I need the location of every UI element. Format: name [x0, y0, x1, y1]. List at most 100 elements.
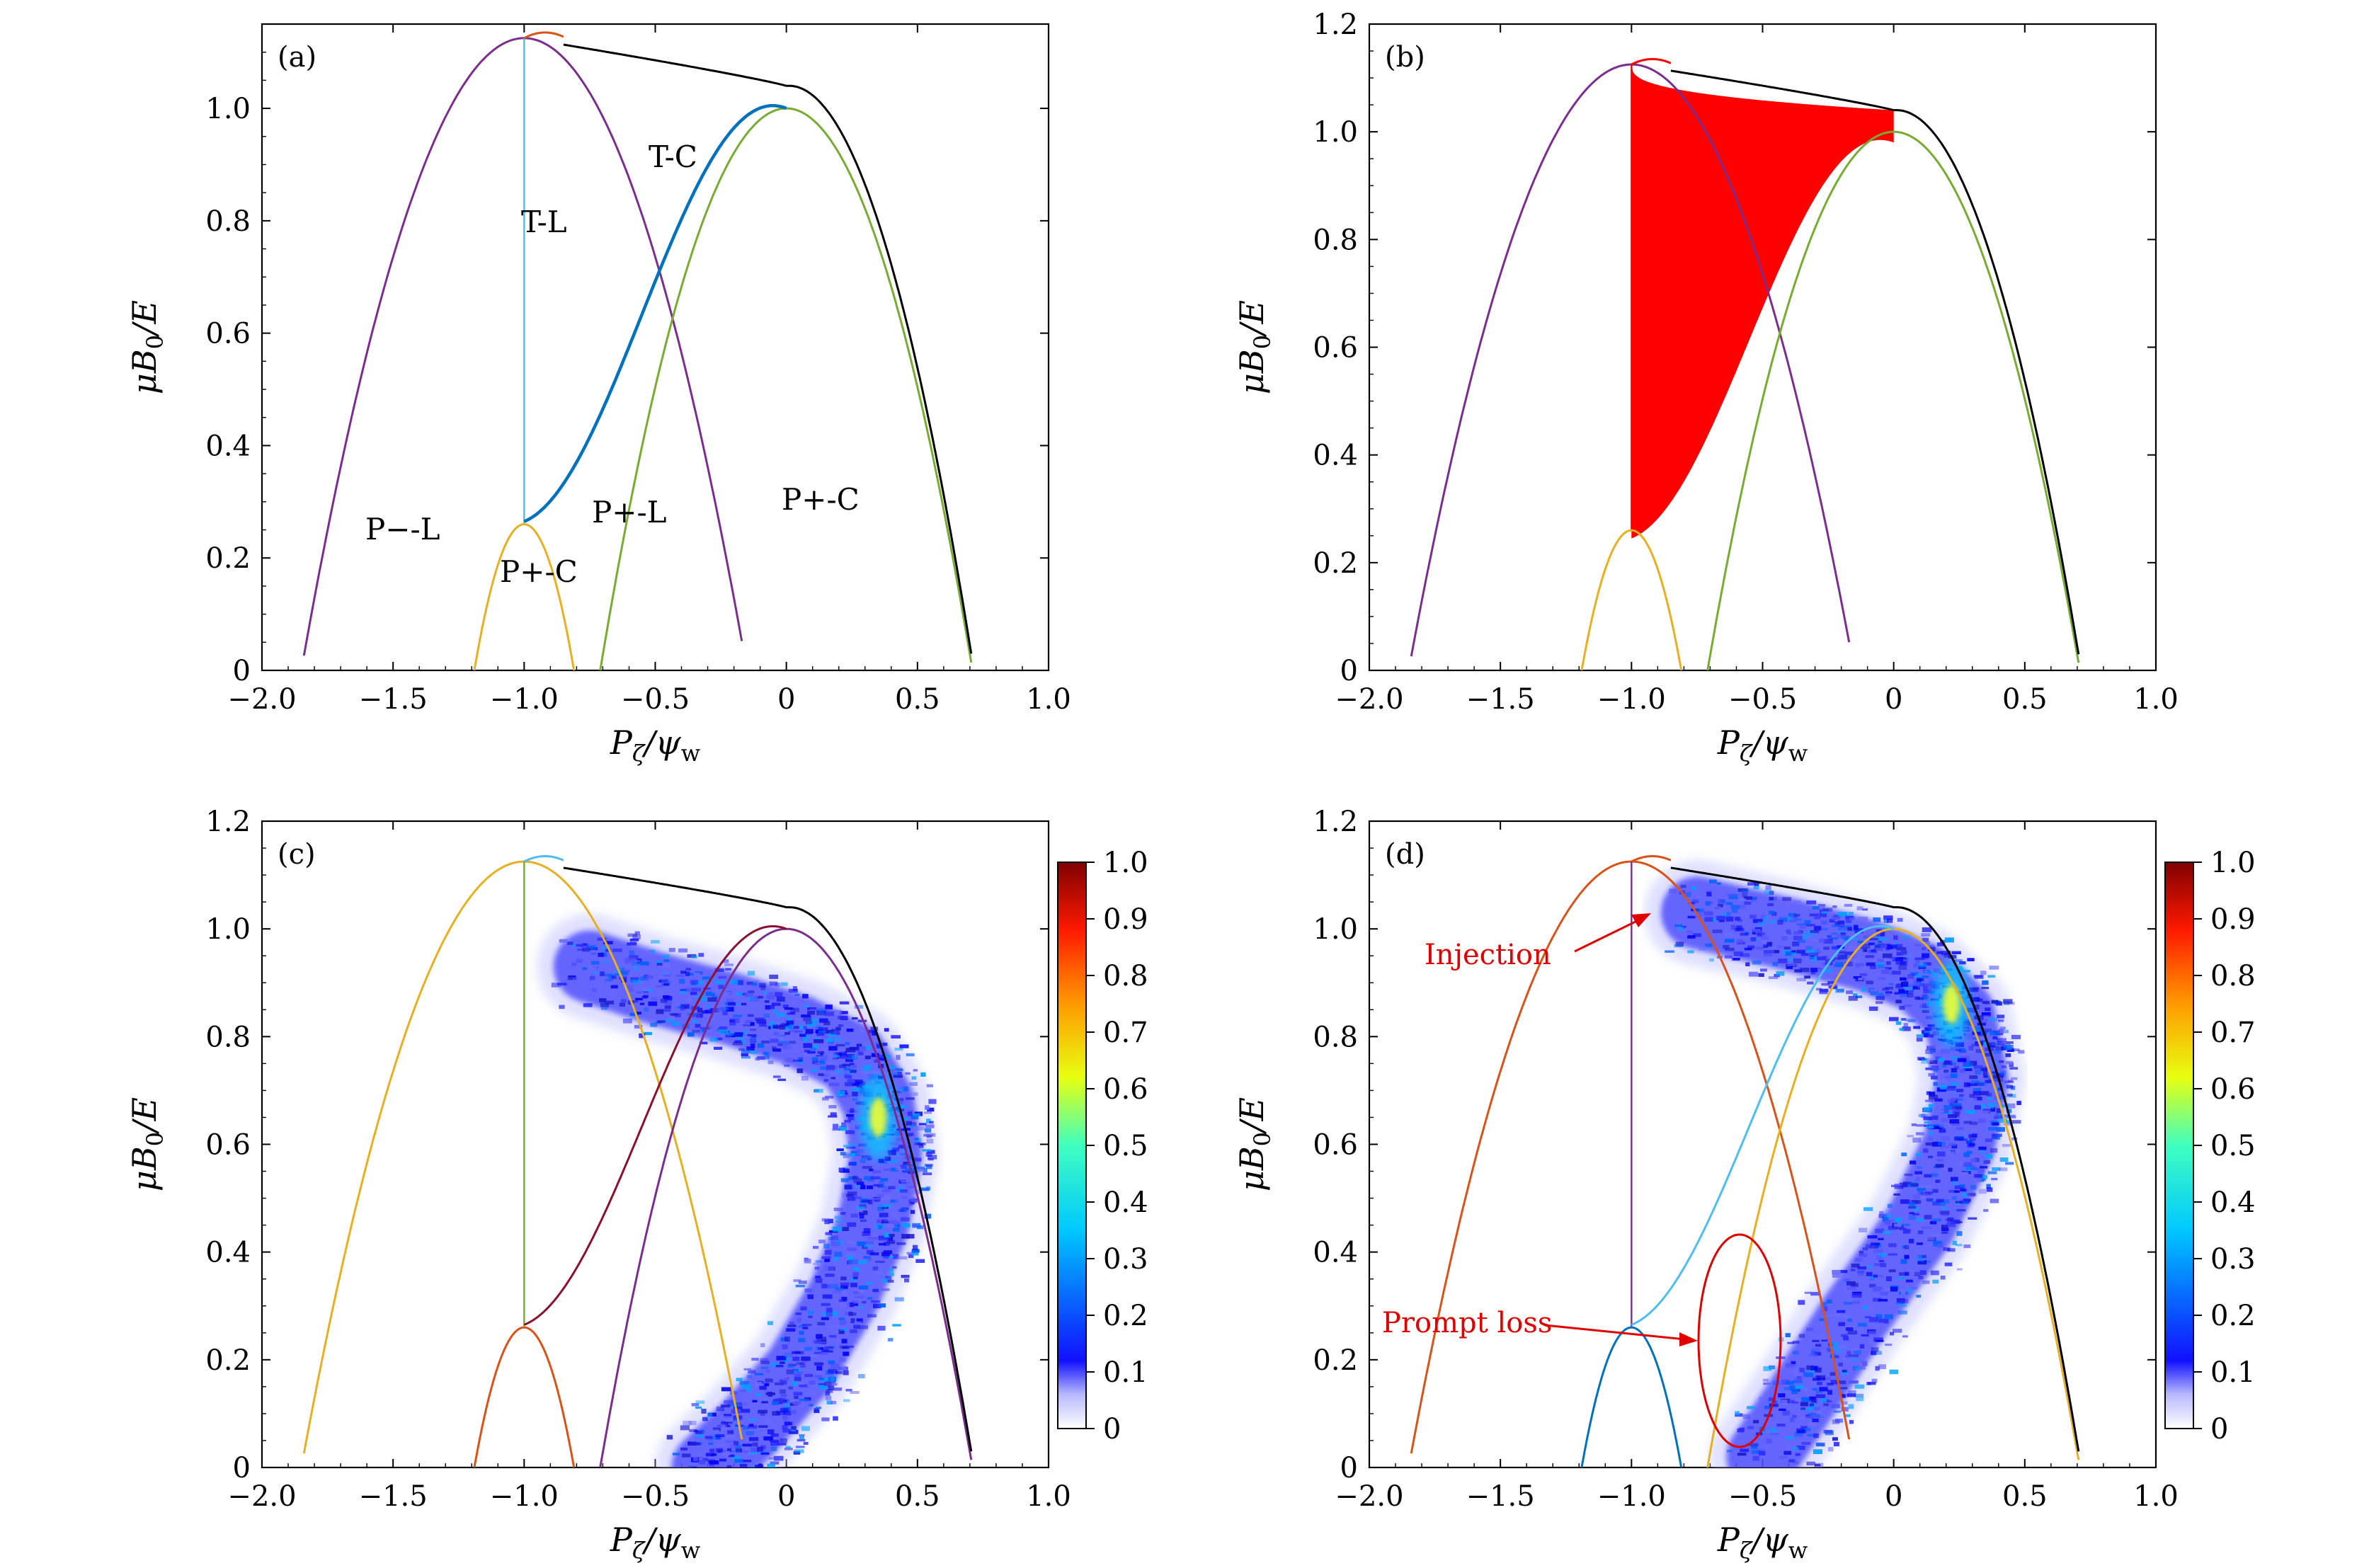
heatmap-cell	[1922, 953, 1930, 958]
heatmap-cell	[844, 1073, 850, 1077]
heatmap-cell	[1931, 1232, 1940, 1237]
heatmap-cell	[828, 1218, 833, 1224]
heatmap-cell	[607, 992, 613, 995]
heatmap-cell	[1992, 1036, 1998, 1040]
heatmap-cell	[1863, 935, 1872, 939]
heatmap-cell	[1933, 1068, 1942, 1073]
colorbar-tick-label: 0	[1103, 1413, 1121, 1446]
boundary-top	[1670, 866, 2080, 1452]
heatmap-cell	[733, 1402, 743, 1407]
heatmap-cell	[870, 1159, 875, 1162]
y-tick-label: 0	[233, 1452, 251, 1484]
heatmap-cell	[859, 1203, 867, 1209]
colorbar-tick-label: 0.4	[1103, 1186, 1148, 1219]
heatmap-cell	[1740, 932, 1749, 936]
heatmap-cell	[1793, 958, 1802, 963]
heatmap-cell	[1869, 937, 1879, 941]
heatmap-cell	[782, 1416, 788, 1420]
heatmap-cell	[1757, 921, 1766, 927]
heatmap-cell	[1832, 1419, 1840, 1424]
heatmap-cell	[824, 1029, 834, 1034]
heatmap-cell	[786, 1017, 792, 1021]
heatmap-cell	[1859, 1253, 1868, 1258]
heatmap-cell	[847, 1222, 857, 1227]
heatmap-cell	[1810, 929, 1820, 934]
heatmap-cell	[881, 1278, 889, 1283]
heatmap-cell	[1764, 1405, 1772, 1409]
heatmap-cell	[823, 1079, 828, 1082]
heatmap-cell	[833, 1055, 840, 1058]
heatmap-cell	[1965, 1075, 1973, 1079]
heatmap-cell	[1718, 902, 1726, 905]
heatmap-cell	[1980, 1068, 1987, 1072]
heatmap-cell	[901, 1196, 908, 1199]
heatmap-cell	[1978, 1146, 1987, 1150]
heatmap-cell	[602, 946, 610, 950]
heatmap-cell	[1827, 1390, 1832, 1395]
heatmap-cell	[833, 1123, 839, 1129]
heatmap-cell	[816, 1385, 826, 1387]
heatmap-cell	[850, 1300, 858, 1303]
heatmap-cell	[1821, 1398, 1827, 1402]
heatmap-cell	[1966, 1060, 1971, 1064]
heatmap-cell	[890, 1065, 895, 1070]
heatmap-cell	[1942, 1167, 1948, 1172]
heatmap-cell	[784, 1058, 794, 1063]
heatmap-cell	[1873, 1337, 1883, 1342]
heatmap-cell	[820, 1066, 828, 1070]
annotation-injection: Injection	[1425, 939, 1551, 971]
heatmap-cell	[627, 933, 637, 937]
heatmap-cell	[689, 1429, 697, 1433]
heatmap-cell	[1806, 1365, 1815, 1370]
heatmap-cell	[705, 991, 716, 997]
heatmap-cell	[1922, 941, 1930, 944]
heatmap-cell	[1800, 934, 1809, 939]
heatmap-cell	[1764, 950, 1774, 954]
heatmap-cell	[906, 1234, 915, 1239]
heatmap-cell	[1924, 1174, 1932, 1178]
heatmap-cell	[1869, 989, 1878, 992]
heatmap-cell	[822, 1312, 830, 1317]
heatmap-cell	[892, 1266, 897, 1269]
heatmap-cell	[752, 1442, 758, 1447]
heatmap-cell	[1831, 946, 1839, 949]
heatmap-cell	[883, 1254, 889, 1259]
y-tick-label: 1.0	[1313, 913, 1358, 946]
heatmap-cell	[746, 1431, 754, 1436]
boundary-big-parabola	[1410, 860, 1851, 1454]
x-tick-label: 0	[777, 1480, 795, 1513]
heatmap-cell	[1876, 929, 1883, 932]
heatmap-cell	[1917, 1254, 1923, 1259]
region-label-p-minus-l: P−-L	[365, 512, 440, 546]
heatmap-cell	[820, 1060, 826, 1065]
heatmap-cell	[1890, 1286, 1898, 1292]
heatmap-cell	[795, 1284, 805, 1288]
heatmap-cell	[782, 1344, 788, 1349]
heatmap-cell	[1907, 974, 1914, 979]
heatmap-cell	[1822, 908, 1833, 912]
heatmap-cell	[1912, 1138, 1922, 1143]
heatmap-cell	[809, 1391, 818, 1395]
heatmap-cell	[801, 1358, 809, 1362]
heatmap-cell	[1846, 1286, 1856, 1291]
heatmap-cell	[838, 1317, 845, 1320]
heatmap-cell	[692, 973, 700, 976]
heatmap-cell	[708, 1025, 713, 1029]
heatmap-cell	[784, 1411, 790, 1415]
heatmap-cell	[1938, 1243, 1944, 1248]
heatmap-cell	[1769, 891, 1774, 895]
heatmap-cell	[850, 1087, 860, 1092]
heatmap-cell	[656, 963, 663, 966]
heatmap-cell	[1909, 1239, 1914, 1244]
heatmap-cell	[816, 1010, 826, 1016]
heatmap-cell	[1686, 930, 1694, 934]
heatmap-cell	[1730, 905, 1740, 910]
heatmap-cell	[850, 1070, 857, 1073]
heatmap-cell	[857, 1241, 866, 1247]
boundary-right-parabola	[1706, 130, 2080, 670]
heatmap-cell	[826, 1400, 833, 1405]
heatmap-cell	[849, 1063, 855, 1065]
heatmap-cell	[701, 1029, 707, 1032]
heatmap-cell	[1965, 1167, 1973, 1172]
heatmap-cell	[1982, 980, 1989, 985]
